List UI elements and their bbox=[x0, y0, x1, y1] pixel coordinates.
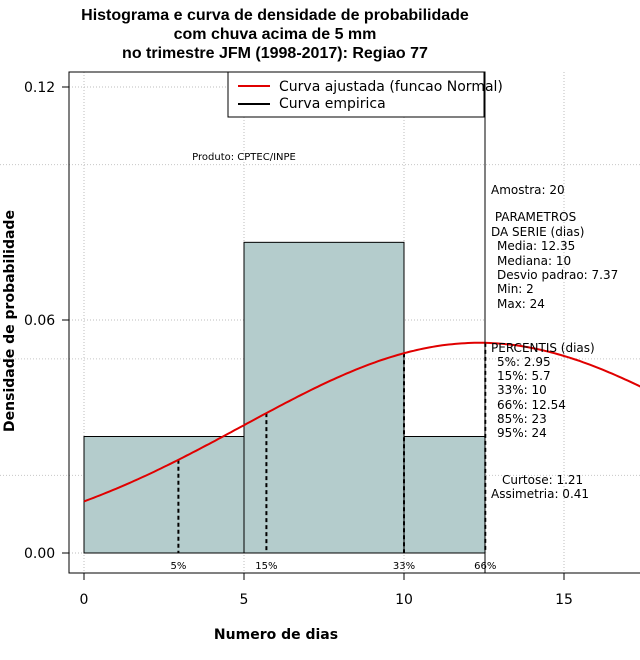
percentile-label-0: 5% bbox=[170, 561, 186, 572]
x-tick-label-2: 10 bbox=[395, 592, 413, 608]
params-title-1: PARAMETROS bbox=[491, 210, 577, 224]
chart-title-line-2: com chuva acima de 5 mm bbox=[173, 26, 377, 43]
skewness: Assimetria: 0.41 bbox=[491, 487, 590, 501]
param-min: Min: 2 bbox=[497, 282, 534, 296]
percentile-label-1: 15% bbox=[255, 561, 277, 572]
percentil-5: 5%: 2.95 bbox=[497, 355, 551, 369]
percentil-33: 33%: 10 bbox=[497, 383, 547, 397]
histogram-bar-2 bbox=[403, 436, 486, 554]
chart-title-line-1: Histograma e curva de densidade de proba… bbox=[81, 7, 469, 24]
legend-empirical-label: Curva empirica bbox=[279, 96, 386, 112]
y-tick-label-1: 0.06 bbox=[24, 313, 55, 329]
x-tick-label-0: 0 bbox=[80, 592, 89, 608]
chart-title-line-3: no trimestre JFM (1998-2017): Regiao 77 bbox=[122, 45, 428, 62]
y-tick-label-0: 0.00 bbox=[24, 546, 55, 562]
percentil-15: 15%: 5.7 bbox=[497, 369, 551, 383]
param-sd: Desvio padrao: 7.37 bbox=[497, 268, 619, 282]
percentil-66: 66%: 12.54 bbox=[497, 398, 566, 412]
percentile-label-2: 33% bbox=[393, 561, 415, 572]
legend-box bbox=[227, 71, 485, 118]
params-title-2: DA SERIE (dias) bbox=[491, 225, 585, 239]
x-tick-label-1: 5 bbox=[240, 592, 249, 608]
x-tick-label-3: 15 bbox=[555, 592, 573, 608]
histogram-bar-0 bbox=[83, 436, 245, 554]
percentis-title: PERCENTIS (dias) bbox=[491, 341, 595, 355]
y-tick-label-2: 0.12 bbox=[24, 80, 55, 96]
fitted-normal-curve bbox=[83, 341, 640, 503]
legend: Curva ajustada (funcao Normal) Curva emp… bbox=[227, 71, 503, 118]
x-axis-label: Numero de dias bbox=[214, 627, 338, 643]
histogram-bar-1 bbox=[243, 241, 405, 554]
product-note: Produto: CPTEC/INPE bbox=[192, 152, 296, 163]
percentil-85: 85%: 23 bbox=[497, 412, 547, 426]
histogram-bars bbox=[83, 241, 486, 554]
percentil-95: 95%: 24 bbox=[497, 426, 547, 440]
param-max: Max: 24 bbox=[497, 297, 545, 311]
sample-size: Amostra: 20 bbox=[491, 183, 565, 197]
legend-fitted-label: Curva ajustada (funcao Normal) bbox=[279, 79, 503, 95]
y-axis-label: Densidade de probabilidade bbox=[2, 210, 18, 432]
kurtosis: Curtose: 1.21 bbox=[502, 473, 584, 487]
param-median: Mediana: 10 bbox=[497, 254, 572, 268]
param-mean: Media: 12.35 bbox=[497, 239, 576, 253]
